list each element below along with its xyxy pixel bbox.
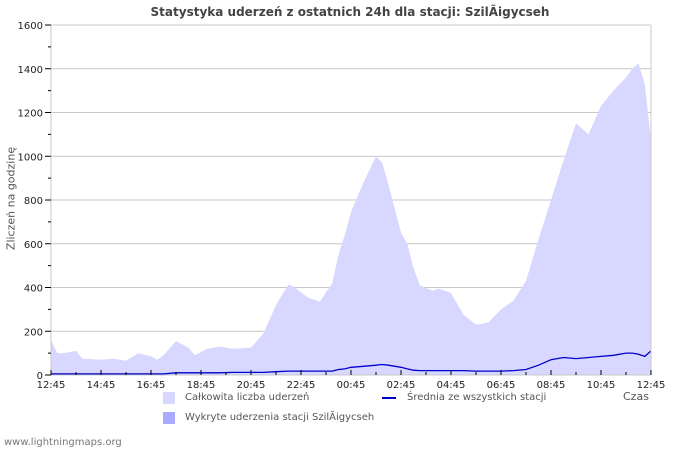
axes xyxy=(45,24,652,376)
total-strikes-area xyxy=(51,63,651,376)
footer-credit: www.lightningmaps.org xyxy=(4,437,122,448)
x-tick-label: 22:45 xyxy=(287,380,316,391)
average-line xyxy=(51,350,652,375)
x-tick-label: 12:45 xyxy=(37,380,66,391)
y-tick-label: 200 xyxy=(24,327,43,338)
x-tick-label: 18:45 xyxy=(187,380,216,391)
x-tick-label: 16:45 xyxy=(137,380,166,391)
legend-label-station: Wykryte uderzenia stacji SzilÃigycseh xyxy=(185,412,375,423)
y-tick-label: 800 xyxy=(24,196,43,207)
x-tick-label: 00:45 xyxy=(337,380,366,391)
y-tick-label: 0 xyxy=(37,371,43,382)
legend-swatch-average xyxy=(382,397,396,399)
x-tick-label: 08:45 xyxy=(537,380,566,391)
y-tick-label: 1600 xyxy=(18,21,43,32)
y-tick-label: 400 xyxy=(24,284,43,295)
x-tick-label: 10:45 xyxy=(587,380,616,391)
legend-swatch-total xyxy=(163,392,175,404)
x-tick-label: 02:45 xyxy=(387,380,416,391)
x-tick-label: 12:45 xyxy=(637,380,666,391)
chart-title: Statystyka uderzeń z ostatnich 24h dla s… xyxy=(150,5,550,19)
y-tick-label: 600 xyxy=(24,240,43,251)
y-tick-label: 1400 xyxy=(18,65,43,76)
legend-swatch-station xyxy=(163,412,175,424)
x-tick-labels: 12:45 14:45 16:45 18:45 20:45 22:45 00:45 02:45… xyxy=(37,380,666,391)
legend-label-average: Średnia ze wszystkich stacji xyxy=(407,392,547,403)
x-tick-label: 06:45 xyxy=(487,380,516,391)
y-tick-label: 1200 xyxy=(18,109,43,120)
x-tick-label: 20:45 xyxy=(237,380,266,391)
y-tick-label: 1000 xyxy=(18,152,43,163)
legend-label-total: Całkowita liczba uderzeń xyxy=(185,392,310,403)
x-tick-label: 04:45 xyxy=(437,380,466,391)
x-tick-label: 14:45 xyxy=(87,380,116,391)
x-axis-label: Czas xyxy=(623,390,649,403)
y-tick-labels: 0 200 400 600 800 1000 1200 1400 1600 xyxy=(18,21,43,382)
